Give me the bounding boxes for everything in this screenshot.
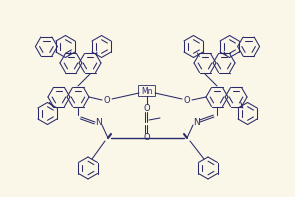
FancyBboxPatch shape — [138, 85, 155, 97]
Text: N: N — [96, 117, 102, 126]
Text: O: O — [104, 96, 110, 104]
Text: O: O — [144, 103, 150, 112]
Text: O: O — [184, 96, 190, 104]
Text: Mn: Mn — [141, 86, 153, 96]
Text: O: O — [144, 133, 150, 141]
Text: N: N — [193, 117, 199, 126]
